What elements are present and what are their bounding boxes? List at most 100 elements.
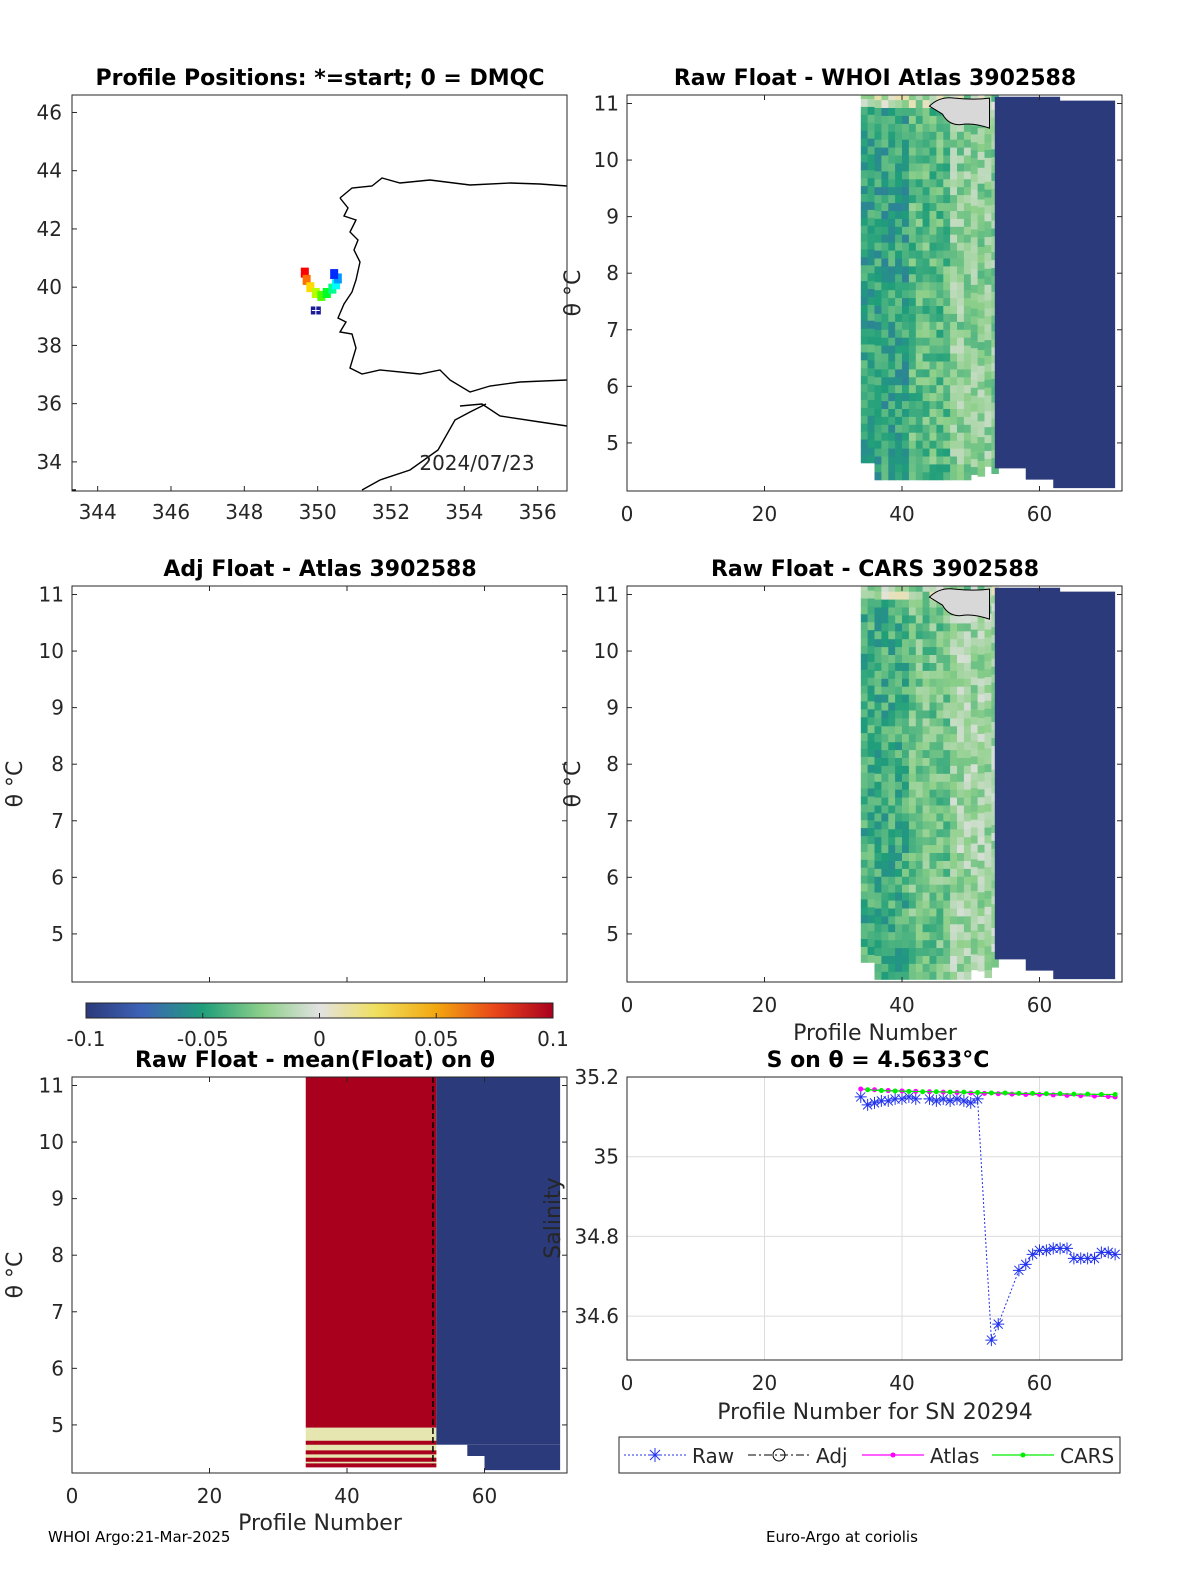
heat-cell	[867, 98, 876, 107]
raw-point	[1088, 1252, 1101, 1265]
heat-cell	[991, 959, 999, 968]
heat-cell	[881, 586, 889, 592]
heat-cell	[915, 884, 924, 893]
heat-cell	[922, 876, 931, 885]
heat-cell	[922, 900, 931, 909]
heat-cell	[963, 162, 972, 172]
heat-cell	[943, 400, 951, 409]
heat-cell	[950, 337, 958, 346]
heat-cell	[908, 670, 917, 679]
heat-cell	[867, 629, 876, 639]
heat-cell	[860, 692, 869, 702]
raw-point	[882, 1094, 895, 1107]
heat-cell	[888, 757, 896, 766]
heat-cell	[888, 289, 896, 299]
positive-stripe	[305, 1457, 437, 1462]
heat-cell	[867, 906, 876, 916]
heat-cell	[908, 455, 917, 465]
heat-cell	[977, 939, 986, 948]
heat-cell	[977, 963, 986, 972]
heat-cell	[963, 202, 972, 211]
heat-cell	[936, 305, 944, 314]
heat-cell	[874, 455, 882, 465]
heat-cell	[915, 250, 924, 259]
heat-cell	[936, 400, 944, 409]
map-ytick-label: 46	[37, 100, 62, 124]
heat-cell	[881, 915, 889, 925]
heat-cell	[950, 702, 958, 711]
heat-cell	[888, 257, 896, 267]
heat-cell	[860, 304, 869, 313]
heat-cell	[977, 341, 986, 350]
heat-cell	[888, 876, 896, 885]
heat-cell	[963, 586, 972, 592]
heat-cell	[908, 257, 917, 267]
heat-cell	[874, 99, 882, 108]
colorbar-tick-label: -0.05	[177, 1027, 229, 1051]
heat-cell	[943, 392, 951, 402]
heat-cell	[970, 660, 979, 670]
heat-cell	[963, 757, 972, 766]
heat-cell	[902, 654, 910, 663]
ytick-label: 6	[51, 865, 64, 889]
heat-cell	[867, 954, 876, 963]
heat-cell	[902, 392, 910, 402]
heat-cell	[922, 115, 931, 124]
heat-cell	[902, 162, 910, 172]
heat-cell	[881, 170, 889, 180]
heat-cell	[970, 276, 979, 285]
heat-cell	[915, 218, 924, 227]
heat-cell	[950, 408, 958, 417]
heat-cell	[950, 741, 958, 751]
heat-cell	[915, 202, 924, 211]
heat-cell	[929, 448, 937, 457]
heat-cell	[888, 923, 896, 933]
heat-cell	[950, 360, 958, 370]
heat-cell	[963, 250, 972, 259]
heat-cell	[984, 922, 992, 931]
ytick-label: 7	[606, 318, 619, 342]
heat-cell	[943, 757, 951, 766]
heat-cell	[908, 226, 917, 235]
heat-cell	[970, 906, 979, 915]
heat-cell	[881, 202, 889, 211]
heat-cell	[888, 170, 896, 180]
heat-cell	[908, 384, 917, 394]
heat-cell	[950, 694, 958, 703]
heat-cell	[929, 178, 937, 188]
heat-cell	[970, 771, 979, 781]
heat-cell	[881, 646, 889, 655]
heat-cell	[929, 265, 937, 275]
heat-cell	[881, 416, 889, 425]
heat-cell	[936, 155, 944, 164]
heat-cell	[984, 842, 992, 852]
heat-cell	[915, 599, 924, 608]
heat-cell	[895, 781, 903, 790]
salinity-ylabel: Salinity	[541, 1177, 566, 1258]
heat-cell	[902, 599, 910, 608]
heat-cell	[970, 252, 979, 262]
heat-cell	[950, 131, 958, 140]
heat-cell	[867, 312, 876, 321]
heat-cell	[902, 123, 910, 132]
heat-cell	[908, 614, 917, 624]
atlas-point	[995, 1091, 1001, 1097]
heat-cell	[943, 638, 951, 648]
heat-cell	[881, 432, 889, 441]
heat-cell	[922, 749, 931, 758]
heat-cell	[970, 890, 979, 899]
heat-cell	[957, 662, 965, 671]
heat-cell	[943, 702, 951, 711]
heat-cell	[922, 678, 931, 687]
heat-cell	[922, 273, 931, 283]
heat-cell	[984, 621, 992, 630]
heat-cell	[867, 193, 876, 202]
heat-cell	[902, 289, 910, 299]
heat-cell	[881, 955, 889, 964]
heat-cell	[950, 923, 958, 933]
heat-cell	[860, 756, 869, 765]
heat-cell	[957, 678, 965, 687]
heat-cell	[936, 586, 944, 592]
heat-cell	[915, 876, 924, 885]
xtick-label: 0	[621, 993, 634, 1017]
